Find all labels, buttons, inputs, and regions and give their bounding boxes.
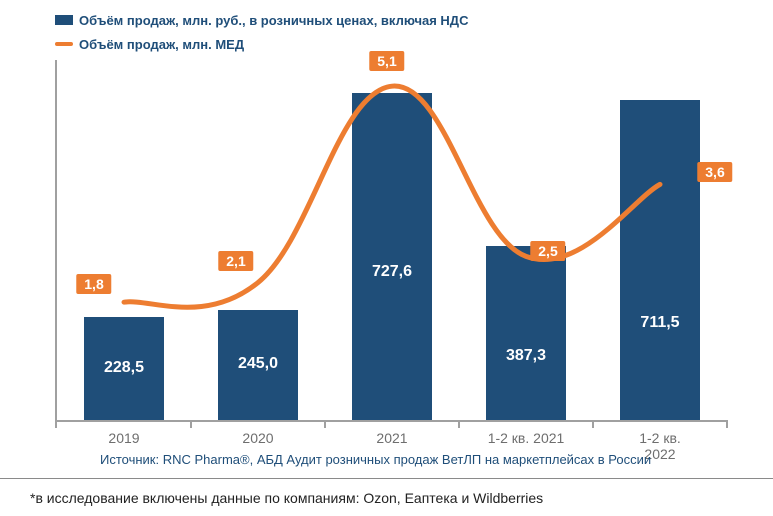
legend: Объём продаж, млн. руб., в розничных цен… [55,10,468,58]
x-label-2: 2021 [376,430,407,446]
legend-bar-label: Объём продаж, млн. руб., в розничных цен… [79,13,468,28]
line-curve-svg [57,60,727,420]
divider [0,478,773,479]
x-tick-4 [726,420,728,428]
x-tick-3 [592,420,594,428]
plot-area: 228,5 245,0 727,6 387,3 711,5 1,8 2,1 5,… [55,60,727,422]
x-label-1: 2020 [242,430,273,446]
line-label-0: 1,8 [76,274,111,294]
legend-row-line: Объём продаж, млн. МЕД [55,34,468,54]
x-tick-2 [458,420,460,428]
source-text: Источник: RNC Pharma®, АБД Аудит розничн… [100,452,651,467]
x-label-0: 2019 [108,430,139,446]
x-tick-1 [324,420,326,428]
x-tick-start [55,420,57,428]
x-tick-row [57,420,727,428]
line-label-2: 5,1 [369,51,404,71]
legend-swatch-bar [55,15,73,25]
line-label-1: 2,1 [218,251,253,271]
legend-swatch-line [55,42,73,46]
x-tick-0 [190,420,192,428]
legend-line-label: Объём продаж, млн. МЕД [79,37,244,52]
chart-container: Объём продаж, млн. руб., в розничных цен… [0,0,773,516]
legend-row-bar: Объём продаж, млн. руб., в розничных цен… [55,10,468,30]
line-curve-path [124,86,660,307]
x-label-3: 1-2 кв. 2021 [488,430,565,446]
line-label-3: 2,5 [530,241,565,261]
line-label-4: 3,6 [697,162,732,182]
footnote-text: *в исследование включены данные по компа… [30,490,543,506]
